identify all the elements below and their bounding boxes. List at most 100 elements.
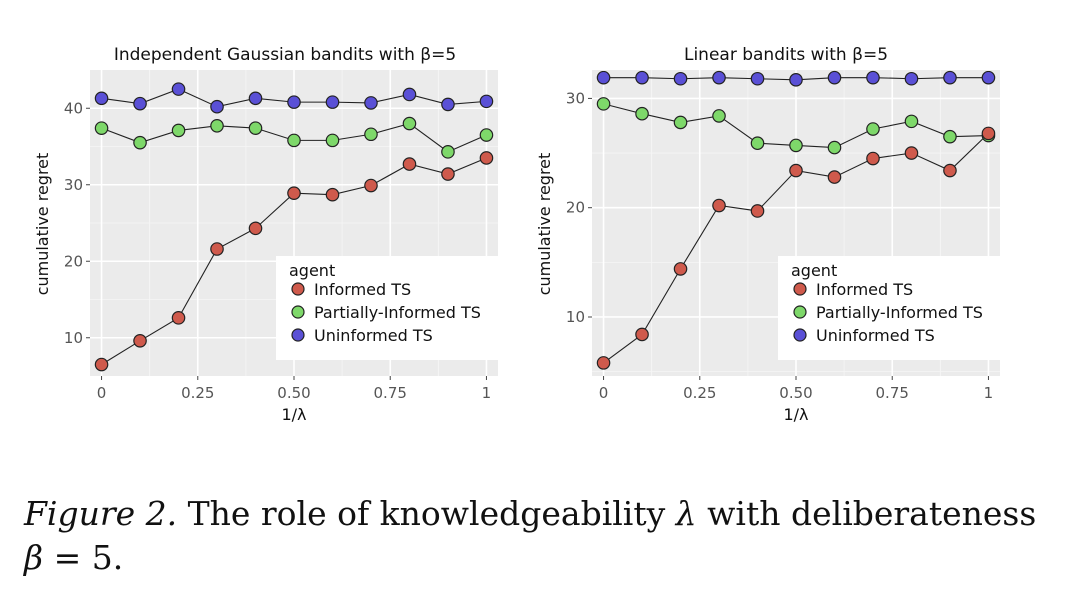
- point-partially-informed-ts: [94, 121, 109, 135]
- point-uninformed-ts: [479, 94, 494, 109]
- legend-marker-informed-ts: [793, 282, 807, 296]
- point-partially-informed-ts: [750, 136, 765, 151]
- point-informed-ts: [635, 327, 649, 342]
- legend-label-uninformed-ts: Uninformed TS: [314, 326, 433, 345]
- point-partially-informed-ts: [248, 121, 263, 135]
- point-informed-ts: [904, 146, 919, 160]
- x-axis-ticks: 0 0.25 0.50 0.75 1: [599, 376, 993, 402]
- legend-label-uninformed-ts: Uninformed TS: [816, 326, 935, 345]
- y-axis-label: cumulative regret: [535, 153, 554, 296]
- y-axis-label: cumulative regret: [33, 153, 52, 296]
- point-informed-ts: [827, 170, 842, 184]
- legend-box: [276, 256, 498, 360]
- y-tick-label: 30: [566, 89, 585, 107]
- x-tick-label: 1: [984, 384, 994, 402]
- point-partially-informed-ts: [479, 128, 494, 142]
- point-informed-ts: [712, 198, 726, 213]
- point-partially-informed-ts: [210, 119, 224, 133]
- point-uninformed-ts: [981, 70, 996, 85]
- point-partially-informed-ts: [827, 140, 842, 155]
- x-axis-ticks: 0 0.25 0.50 0.75 1: [97, 376, 491, 402]
- y-axis-ticks: 10 20 30: [566, 89, 592, 326]
- point-partially-informed-ts: [596, 97, 611, 111]
- point-uninformed-ts: [789, 73, 803, 87]
- y-tick-label: 30: [64, 176, 83, 194]
- x-tick-label: 0.75: [374, 384, 407, 402]
- x-axis-label: 1/λ: [281, 405, 306, 424]
- point-uninformed-ts: [248, 91, 263, 106]
- point-partially-informed-ts: [943, 129, 957, 144]
- x-axis-label: 1/λ: [783, 405, 808, 424]
- point-partially-informed-ts: [635, 106, 649, 121]
- point-informed-ts: [789, 163, 803, 178]
- point-partially-informed-ts: [287, 133, 301, 148]
- point-uninformed-ts: [441, 97, 455, 112]
- point-informed-ts: [325, 187, 340, 202]
- x-tick-label: 0.50: [779, 384, 812, 402]
- point-partially-informed-ts: [171, 123, 186, 138]
- x-tick-label: 0.75: [876, 384, 909, 402]
- y-tick-label: 20: [566, 199, 585, 217]
- point-informed-ts: [402, 157, 417, 171]
- point-partially-informed-ts: [904, 114, 919, 129]
- point-uninformed-ts: [94, 91, 109, 106]
- legend-title: agent: [289, 261, 335, 280]
- legend-title: agent: [791, 261, 837, 280]
- legend-marker-uninformed-ts: [291, 328, 305, 342]
- point-partially-informed-ts: [325, 133, 340, 148]
- point-informed-ts: [364, 178, 378, 193]
- caption-label: Figure 2.: [24, 494, 178, 533]
- chart-title: Linear bandits with β=5: [684, 45, 888, 65]
- point-uninformed-ts: [171, 82, 186, 96]
- point-informed-ts: [133, 334, 147, 348]
- point-informed-ts: [750, 204, 765, 218]
- point-partially-informed-ts: [133, 135, 147, 150]
- point-uninformed-ts: [750, 71, 765, 86]
- caption-text-middle: with deliberateness: [696, 494, 1037, 533]
- point-informed-ts: [171, 311, 186, 325]
- y-tick-label: 40: [64, 99, 83, 117]
- point-informed-ts: [596, 356, 611, 370]
- point-partially-informed-ts: [789, 138, 803, 153]
- y-axis-ticks: 10 20 30 40: [64, 99, 90, 347]
- point-uninformed-ts: [402, 87, 417, 102]
- point-informed-ts: [479, 151, 494, 165]
- point-uninformed-ts: [210, 99, 224, 114]
- legend-box: [778, 256, 1000, 360]
- x-tick-label: 1: [482, 384, 492, 402]
- point-informed-ts: [248, 221, 263, 236]
- point-uninformed-ts: [673, 71, 688, 86]
- point-uninformed-ts: [325, 95, 340, 109]
- point-uninformed-ts: [904, 71, 919, 86]
- legend-label-informed-ts: Informed TS: [816, 280, 913, 299]
- point-partially-informed-ts: [364, 127, 378, 142]
- point-partially-informed-ts: [402, 116, 417, 131]
- point-informed-ts: [287, 186, 301, 200]
- legend-marker-partially-informed-ts: [291, 305, 305, 319]
- point-uninformed-ts: [635, 70, 649, 85]
- point-partially-informed-ts: [866, 122, 880, 136]
- point-partially-informed-ts: [441, 145, 455, 159]
- point-uninformed-ts: [943, 70, 957, 85]
- legend: agent Informed TS Partially-Informed TS …: [276, 256, 498, 360]
- caption-text-before: The role of knowledgeability: [177, 494, 676, 533]
- point-uninformed-ts: [866, 70, 880, 85]
- legend-label-partially-informed-ts: Partially-Informed TS: [314, 303, 481, 322]
- y-tick-label: 10: [566, 308, 585, 326]
- point-partially-informed-ts: [712, 109, 726, 123]
- point-uninformed-ts: [133, 96, 147, 111]
- point-informed-ts: [94, 357, 109, 372]
- point-informed-ts: [981, 126, 996, 141]
- point-uninformed-ts: [287, 95, 301, 109]
- y-tick-label: 20: [64, 252, 83, 270]
- legend-label-partially-informed-ts: Partially-Informed TS: [816, 303, 983, 322]
- caption-text-after: = 5.: [43, 538, 124, 577]
- point-informed-ts: [943, 163, 957, 178]
- figure-caption: Figure 2. The role of knowledgeability λ…: [24, 492, 1064, 580]
- point-uninformed-ts: [364, 96, 378, 110]
- point-uninformed-ts: [712, 70, 726, 85]
- point-informed-ts: [673, 262, 688, 276]
- x-tick-label: 0.25: [683, 384, 716, 402]
- x-tick-label: 0.25: [181, 384, 214, 402]
